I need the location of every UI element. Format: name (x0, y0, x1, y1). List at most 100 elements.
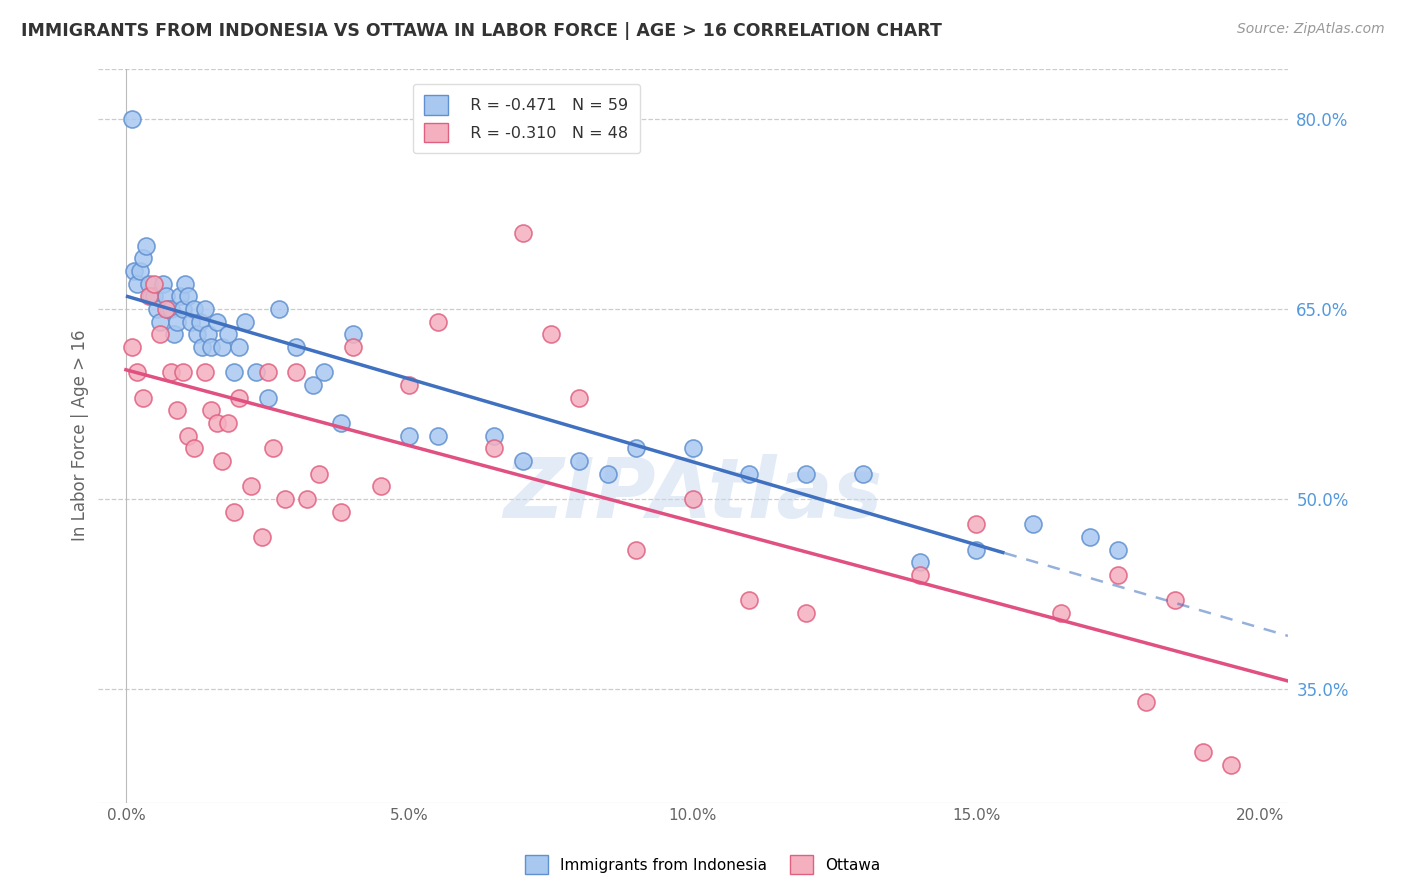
Point (965, 517, 987, 532)
Point (138, 289, 160, 303)
Point (568, 391, 591, 405)
Point (330, 505, 353, 519)
Point (155, 302, 177, 317)
Point (256, 366, 278, 380)
Point (132, 391, 155, 405)
Point (908, 555, 931, 569)
Legend: Immigrants from Indonesia, Ottawa: Immigrants from Indonesia, Ottawa (519, 849, 887, 880)
Point (370, 479, 392, 493)
Point (194, 366, 217, 380)
Point (682, 442, 704, 456)
Point (141, 289, 163, 303)
Point (138, 277, 160, 291)
Point (256, 391, 278, 405)
Point (205, 315, 228, 329)
Point (245, 366, 267, 380)
Point (426, 428, 449, 442)
Point (1163, 593, 1185, 607)
Point (624, 542, 647, 557)
Point (1107, 568, 1129, 582)
Point (177, 428, 200, 442)
Point (127, 366, 149, 380)
Point (211, 454, 233, 468)
Point (200, 403, 222, 417)
Point (1022, 517, 1045, 532)
Point (908, 568, 931, 582)
Point (250, 530, 273, 544)
Text: Source: ZipAtlas.com: Source: ZipAtlas.com (1237, 22, 1385, 37)
Point (794, 467, 817, 481)
Point (512, 454, 534, 468)
Point (121, 112, 143, 127)
Point (157, 302, 180, 317)
Point (124, 264, 146, 278)
Y-axis label: In Labor Force | Age > 16: In Labor Force | Age > 16 (72, 330, 89, 541)
Point (211, 340, 233, 354)
Point (852, 467, 875, 481)
Point (568, 454, 591, 468)
Point (163, 327, 186, 342)
Point (1107, 542, 1129, 557)
Point (342, 327, 364, 342)
Point (794, 606, 817, 620)
Text: IMMIGRANTS FROM INDONESIA VS OTTAWA IN LABOR FORCE | AGE > 16 CORRELATION CHART: IMMIGRANTS FROM INDONESIA VS OTTAWA IN L… (21, 22, 942, 40)
Point (308, 467, 330, 481)
Point (484, 428, 506, 442)
Point (149, 315, 172, 329)
Point (222, 366, 245, 380)
Point (1220, 758, 1243, 772)
Point (188, 315, 211, 329)
Point (273, 491, 295, 506)
Point (512, 226, 534, 240)
Point (174, 277, 197, 291)
Point (484, 442, 506, 456)
Point (314, 366, 336, 380)
Point (239, 479, 262, 493)
Point (155, 289, 177, 303)
Point (143, 277, 166, 291)
Point (624, 442, 647, 456)
Point (186, 327, 208, 342)
Point (217, 327, 239, 342)
Point (738, 593, 761, 607)
Point (738, 467, 761, 481)
Point (217, 416, 239, 430)
Point (169, 289, 191, 303)
Point (262, 442, 284, 456)
Point (197, 327, 219, 342)
Point (172, 302, 194, 317)
Point (1050, 606, 1073, 620)
Point (183, 442, 205, 456)
Point (330, 416, 353, 430)
Point (222, 505, 245, 519)
Point (205, 416, 228, 430)
Text: ZIPAtlas: ZIPAtlas (503, 454, 883, 535)
Point (285, 340, 308, 354)
Point (426, 315, 449, 329)
Point (152, 277, 174, 291)
Point (398, 378, 420, 392)
Legend:   R = -0.471   N = 59,   R = -0.310   N = 48: R = -0.471 N = 59, R = -0.310 N = 48 (412, 84, 640, 153)
Point (200, 340, 222, 354)
Point (682, 491, 704, 506)
Point (228, 340, 250, 354)
Point (965, 542, 987, 557)
Point (177, 289, 200, 303)
Point (285, 366, 308, 380)
Point (398, 428, 420, 442)
Point (172, 366, 194, 380)
Point (166, 403, 188, 417)
Point (233, 315, 256, 329)
Point (143, 289, 166, 303)
Point (180, 315, 202, 329)
Point (342, 340, 364, 354)
Point (194, 302, 217, 317)
Point (596, 467, 619, 481)
Point (1192, 745, 1215, 759)
Point (267, 302, 290, 317)
Point (127, 277, 149, 291)
Point (121, 340, 143, 354)
Point (228, 391, 250, 405)
Point (540, 327, 562, 342)
Point (302, 378, 325, 392)
